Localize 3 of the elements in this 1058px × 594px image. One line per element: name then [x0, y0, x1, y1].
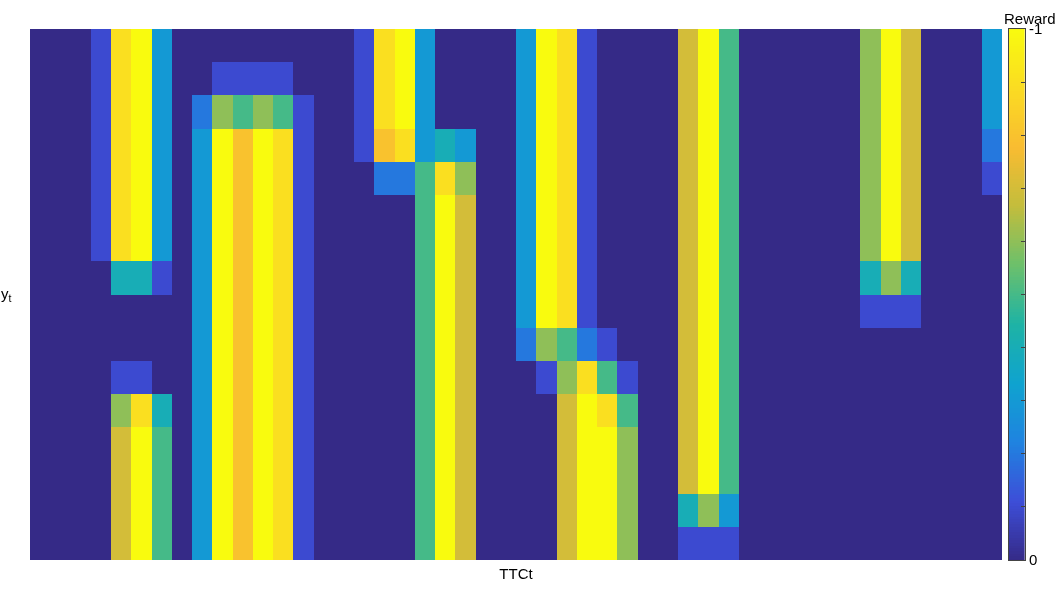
y-axis-title: y$_{t}$	[1, 285, 12, 305]
color-bar-label: 0	[1029, 551, 1038, 569]
x-axis-title: TTCt	[499, 565, 534, 582]
